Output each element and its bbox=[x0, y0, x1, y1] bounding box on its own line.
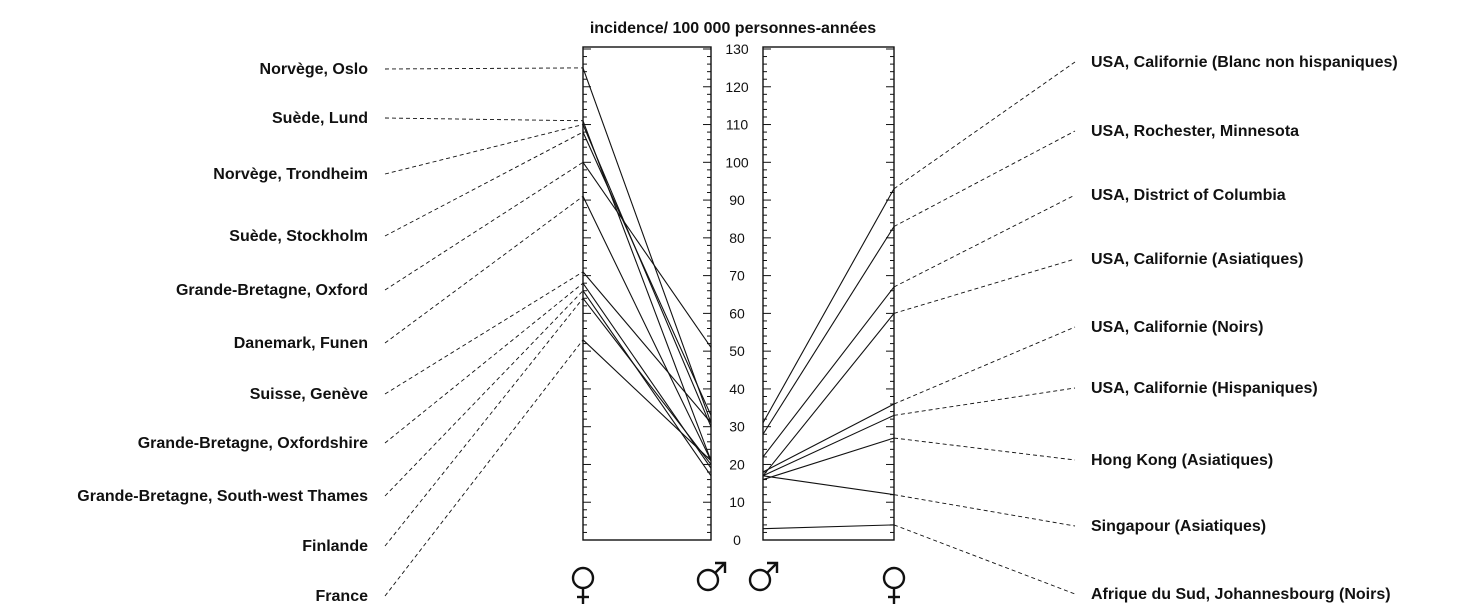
series-labels: Norvège, Oslo Suède, Lund Norvège, Trondhe… bbox=[77, 54, 1397, 605]
left-leader-8 bbox=[384, 290, 584, 497]
left-label-5: Danemark, Funen bbox=[234, 335, 368, 352]
y-axis: 0 10 20 30 40 50 60 70 80 90 100 110 120 130 bbox=[583, 41, 894, 548]
left-series-line-0 bbox=[582, 67, 712, 424]
y-tick-label-0: 0 bbox=[733, 532, 741, 548]
right-leader-7 bbox=[893, 494, 1076, 527]
right-label-0: USA, Californie (Blanc non hispaniques) bbox=[1091, 54, 1398, 71]
right-panel-frame bbox=[762, 46, 895, 541]
female-symbol-right bbox=[882, 566, 906, 604]
y-tick-label-130: 130 bbox=[725, 41, 749, 57]
female-symbol-left bbox=[571, 566, 595, 604]
left-series-line-2 bbox=[582, 124, 712, 427]
right-series-line-0 bbox=[762, 188, 895, 424]
y-tick-label-30: 30 bbox=[729, 419, 745, 435]
left-leader-1 bbox=[384, 117, 584, 122]
left-label-7: Grande-Bretagne, Oxfordshire bbox=[138, 435, 368, 452]
y-tick-label-70: 70 bbox=[729, 268, 745, 284]
left-leader-5 bbox=[384, 195, 584, 344]
male-symbol-left bbox=[696, 561, 727, 592]
left-label-8: Grande-Bretagne, South-west Thames bbox=[77, 488, 368, 505]
left-series-line-4 bbox=[582, 161, 712, 348]
right-series-line-5 bbox=[762, 414, 895, 477]
female-symbol-left-ring bbox=[571, 566, 595, 590]
right-series-line-2 bbox=[762, 286, 895, 458]
right-label-4: USA, Californie (Noirs) bbox=[1091, 319, 1263, 336]
male-symbol-left-shaft bbox=[714, 563, 725, 574]
right-series-line-3 bbox=[762, 313, 895, 477]
right-leader-1 bbox=[893, 130, 1076, 227]
y-tick-label-90: 90 bbox=[729, 192, 745, 208]
data-lines bbox=[582, 67, 895, 530]
right-leader-6 bbox=[893, 437, 1076, 461]
right-label-1: USA, Rochester, Minnesota bbox=[1091, 123, 1299, 140]
male-symbol-right-shaft bbox=[766, 563, 777, 574]
left-series-line-8 bbox=[582, 290, 712, 477]
left-series-line-5 bbox=[582, 196, 712, 461]
y-tick-label-10: 10 bbox=[729, 494, 745, 510]
female-symbol-right-ring bbox=[882, 566, 906, 590]
left-series-line-6 bbox=[582, 271, 712, 424]
left-label-1: Suède, Lund bbox=[272, 110, 368, 127]
left-series-line-7 bbox=[582, 282, 712, 469]
left-label-10: France bbox=[316, 588, 369, 605]
right-series-line-6 bbox=[762, 437, 895, 481]
y-tick-label-50: 50 bbox=[729, 343, 745, 359]
left-leader-6 bbox=[384, 271, 584, 395]
y-tick-label-60: 60 bbox=[729, 305, 745, 321]
right-series-line-4 bbox=[762, 403, 895, 473]
right-leader-8 bbox=[893, 524, 1076, 595]
left-series-line-10 bbox=[582, 339, 712, 462]
right-leader-5 bbox=[893, 387, 1076, 416]
y-tick-label-120: 120 bbox=[725, 79, 749, 95]
right-series-line-8 bbox=[762, 524, 895, 530]
y-tick-label-80: 80 bbox=[729, 230, 745, 246]
right-label-6: Hong Kong (Asiatiques) bbox=[1091, 452, 1273, 469]
right-label-8: Afrique du Sud, Johannesbourg (Noirs) bbox=[1091, 586, 1391, 603]
left-label-0: Norvège, Oslo bbox=[260, 61, 369, 78]
y-tick-label-100: 100 bbox=[725, 154, 749, 170]
left-leader-10 bbox=[384, 339, 584, 597]
left-leader-9 bbox=[384, 297, 584, 547]
right-label-3: USA, Californie (Asiatiques) bbox=[1091, 251, 1303, 268]
left-label-2: Norvège, Trondheim bbox=[213, 166, 368, 183]
male-symbol-left-ring bbox=[696, 568, 720, 592]
leader-lines bbox=[384, 61, 1076, 597]
left-leader-2 bbox=[384, 124, 584, 175]
right-leader-2 bbox=[893, 194, 1076, 288]
right-series-line-1 bbox=[762, 226, 895, 435]
male-symbol-right bbox=[748, 561, 779, 592]
left-leader-3 bbox=[384, 131, 584, 237]
right-leader-0 bbox=[893, 61, 1076, 190]
left-label-9: Finlande bbox=[302, 538, 368, 555]
sex-symbols bbox=[571, 561, 906, 604]
left-leader-7 bbox=[384, 282, 584, 444]
left-label-4: Grande-Bretagne, Oxford bbox=[176, 282, 368, 299]
left-series-line-1 bbox=[582, 120, 712, 461]
right-series-line-7 bbox=[762, 475, 895, 496]
male-symbol-left-arrow bbox=[715, 561, 727, 573]
left-series-line-9 bbox=[582, 297, 712, 465]
left-series-line-3 bbox=[582, 131, 712, 416]
left-leader-4 bbox=[384, 161, 584, 291]
left-label-3: Suède, Stockholm bbox=[229, 228, 368, 245]
y-tick-label-110: 110 bbox=[726, 117, 749, 133]
left-label-6: Suisse, Genève bbox=[250, 386, 368, 403]
left-panel-frame bbox=[582, 46, 712, 541]
y-tick-label-40: 40 bbox=[729, 381, 745, 397]
right-label-2: USA, District of Columbia bbox=[1091, 187, 1286, 204]
male-symbol-right-arrow bbox=[767, 561, 779, 573]
left-leader-0 bbox=[384, 67, 584, 70]
right-leader-3 bbox=[893, 258, 1076, 314]
right-leader-4 bbox=[893, 326, 1076, 405]
right-label-5: USA, Californie (Hispaniques) bbox=[1091, 380, 1318, 397]
male-symbol-right-ring bbox=[748, 568, 772, 592]
chart-title: incidence/ 100 000 personnes-années bbox=[590, 20, 876, 37]
y-tick-label-20: 20 bbox=[729, 456, 745, 472]
right-label-7: Singapour (Asiatiques) bbox=[1091, 518, 1266, 535]
